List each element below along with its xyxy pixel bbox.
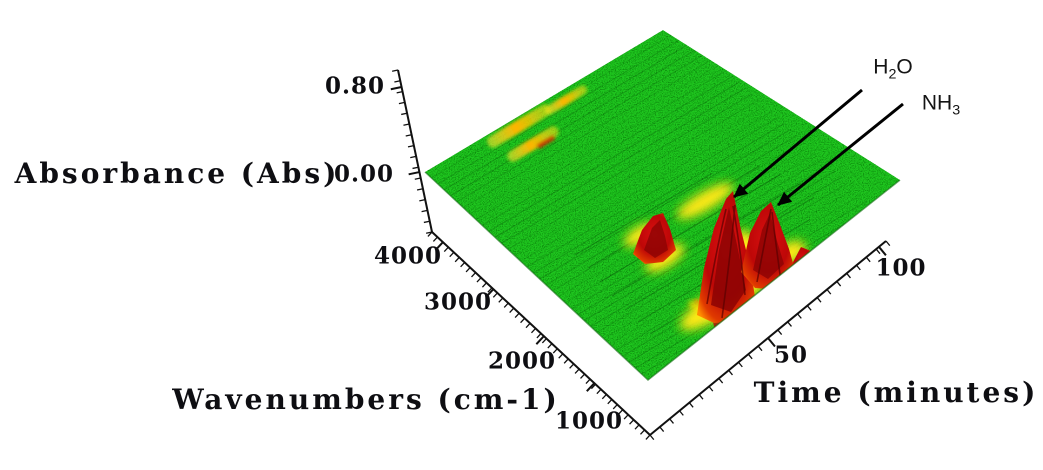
h2o-annotation-label: H2O xyxy=(873,56,912,81)
z-axis-title: Absorbance (Abs) xyxy=(14,157,340,190)
h2o-suffix: O xyxy=(896,55,913,79)
y-axis-title: Time (minutes) xyxy=(753,376,1039,409)
x-axis-title: Wavenumbers (cm-1) xyxy=(172,383,560,416)
h2o-arrow xyxy=(733,88,863,199)
x-tick-4000: 4000 xyxy=(373,242,443,270)
axis-ticks xyxy=(390,69,891,441)
surface-area xyxy=(425,30,900,380)
nh3-prefix: NH xyxy=(921,91,953,115)
x-tick-3000: 3000 xyxy=(423,288,493,316)
h2o-subscript: 2 xyxy=(888,66,897,83)
x-tick-1000: 1000 xyxy=(554,407,624,435)
y-tick-100: 100 xyxy=(875,254,927,282)
z-tick-000: 0.00 xyxy=(333,160,395,188)
x-tick-2000: 2000 xyxy=(487,347,557,375)
z-tick-080: 0.80 xyxy=(324,72,386,100)
surface-front-edge xyxy=(424,171,901,381)
h2o-peak-core xyxy=(711,207,746,312)
nh3-subscript: 3 xyxy=(952,102,961,119)
nh3-arrow xyxy=(777,102,904,207)
annotation-arrows xyxy=(733,88,904,207)
z-axis-line xyxy=(397,69,433,233)
weak-band-streaks xyxy=(486,85,588,162)
y-tick-50: 50 xyxy=(773,341,809,369)
h2o-prefix: H xyxy=(873,55,889,79)
nh3-annotation-label: NH3 xyxy=(922,92,960,117)
left-ridge-core xyxy=(644,220,668,258)
